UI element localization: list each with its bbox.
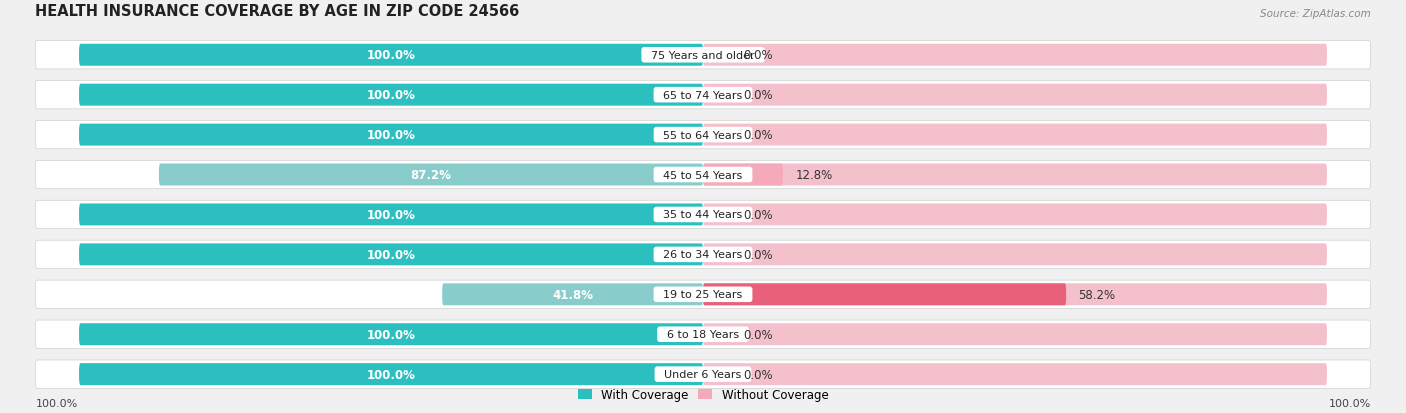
FancyBboxPatch shape bbox=[35, 320, 1371, 349]
FancyBboxPatch shape bbox=[35, 161, 1371, 189]
Text: 75 Years and older: 75 Years and older bbox=[644, 51, 762, 61]
Text: 0.0%: 0.0% bbox=[744, 328, 773, 341]
Text: 100.0%: 100.0% bbox=[367, 129, 415, 142]
Text: 0.0%: 0.0% bbox=[744, 248, 773, 261]
Text: 0.0%: 0.0% bbox=[744, 49, 773, 62]
FancyBboxPatch shape bbox=[79, 363, 703, 385]
Text: Under 6 Years: Under 6 Years bbox=[658, 369, 748, 379]
FancyBboxPatch shape bbox=[79, 85, 703, 107]
FancyBboxPatch shape bbox=[35, 280, 1371, 309]
FancyBboxPatch shape bbox=[79, 244, 703, 266]
Text: 55 to 64 Years: 55 to 64 Years bbox=[657, 130, 749, 140]
Text: 0.0%: 0.0% bbox=[744, 209, 773, 221]
Text: 35 to 44 Years: 35 to 44 Years bbox=[657, 210, 749, 220]
FancyBboxPatch shape bbox=[703, 363, 1327, 385]
Text: 65 to 74 Years: 65 to 74 Years bbox=[657, 90, 749, 100]
FancyBboxPatch shape bbox=[703, 204, 1327, 226]
Text: 100.0%: 100.0% bbox=[367, 248, 415, 261]
FancyBboxPatch shape bbox=[703, 244, 1327, 266]
FancyBboxPatch shape bbox=[79, 124, 703, 146]
Text: 58.2%: 58.2% bbox=[1078, 288, 1116, 301]
FancyBboxPatch shape bbox=[79, 323, 703, 345]
Text: HEALTH INSURANCE COVERAGE BY AGE IN ZIP CODE 24566: HEALTH INSURANCE COVERAGE BY AGE IN ZIP … bbox=[35, 4, 520, 19]
FancyBboxPatch shape bbox=[703, 85, 1327, 107]
FancyBboxPatch shape bbox=[703, 45, 1327, 66]
Text: 100.0%: 100.0% bbox=[367, 209, 415, 221]
FancyBboxPatch shape bbox=[35, 41, 1371, 70]
Text: 87.2%: 87.2% bbox=[411, 169, 451, 182]
FancyBboxPatch shape bbox=[35, 121, 1371, 150]
FancyBboxPatch shape bbox=[35, 201, 1371, 229]
FancyBboxPatch shape bbox=[35, 360, 1371, 388]
Text: 45 to 54 Years: 45 to 54 Years bbox=[657, 170, 749, 180]
FancyBboxPatch shape bbox=[703, 164, 1327, 186]
Text: 41.8%: 41.8% bbox=[553, 288, 593, 301]
Text: 19 to 25 Years: 19 to 25 Years bbox=[657, 290, 749, 299]
Text: 0.0%: 0.0% bbox=[744, 89, 773, 102]
FancyBboxPatch shape bbox=[35, 241, 1371, 269]
Text: 100.0%: 100.0% bbox=[35, 398, 77, 408]
FancyBboxPatch shape bbox=[703, 323, 1327, 345]
Text: 12.8%: 12.8% bbox=[796, 169, 832, 182]
Legend: With Coverage, Without Coverage: With Coverage, Without Coverage bbox=[572, 384, 834, 406]
Text: 100.0%: 100.0% bbox=[1329, 398, 1371, 408]
FancyBboxPatch shape bbox=[703, 124, 1327, 146]
FancyBboxPatch shape bbox=[79, 204, 703, 226]
Text: 100.0%: 100.0% bbox=[367, 368, 415, 381]
FancyBboxPatch shape bbox=[703, 164, 783, 186]
Text: 100.0%: 100.0% bbox=[367, 89, 415, 102]
FancyBboxPatch shape bbox=[703, 284, 1327, 306]
Text: 0.0%: 0.0% bbox=[744, 368, 773, 381]
Text: 26 to 34 Years: 26 to 34 Years bbox=[657, 250, 749, 260]
FancyBboxPatch shape bbox=[159, 164, 703, 186]
Text: 6 to 18 Years: 6 to 18 Years bbox=[659, 330, 747, 339]
FancyBboxPatch shape bbox=[703, 284, 1066, 306]
Text: 100.0%: 100.0% bbox=[367, 49, 415, 62]
FancyBboxPatch shape bbox=[79, 45, 703, 66]
Text: 100.0%: 100.0% bbox=[367, 328, 415, 341]
Text: Source: ZipAtlas.com: Source: ZipAtlas.com bbox=[1260, 9, 1371, 19]
Text: 0.0%: 0.0% bbox=[744, 129, 773, 142]
FancyBboxPatch shape bbox=[441, 284, 703, 306]
FancyBboxPatch shape bbox=[35, 81, 1371, 109]
